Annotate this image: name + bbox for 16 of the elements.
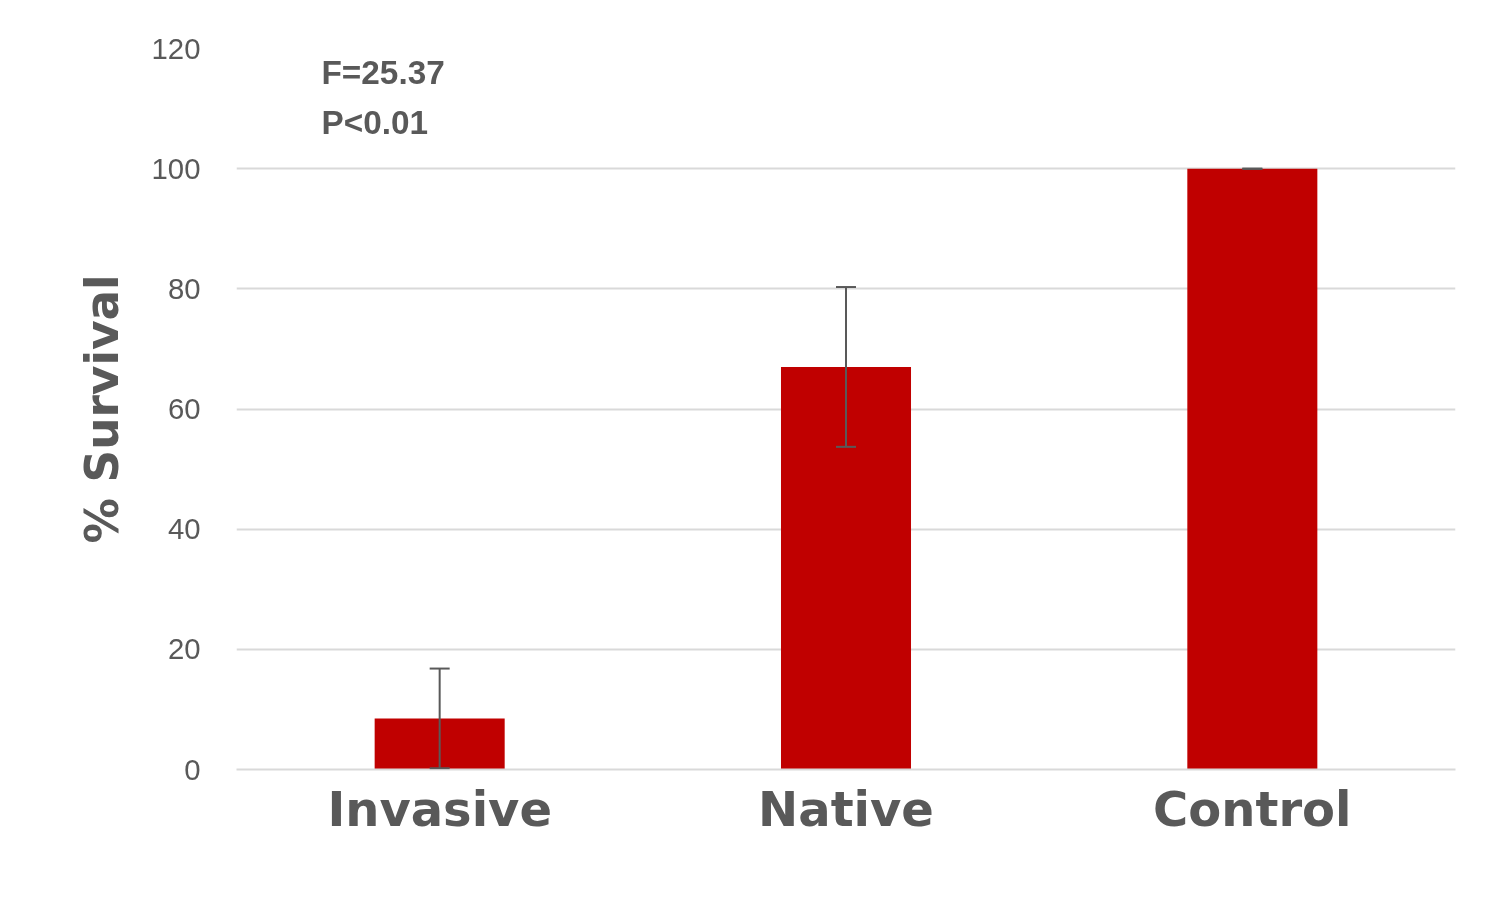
x-tick-label: Invasive: [327, 780, 552, 837]
annotation: P<0.01: [321, 104, 429, 141]
x-tick-label: Native: [758, 780, 934, 837]
y-tick-label: 60: [167, 392, 201, 425]
bar: [374, 718, 505, 770]
y-tick-label: 120: [151, 31, 201, 65]
x-tick-label: Control: [1153, 780, 1352, 837]
y-axis-title: % Survival: [75, 274, 129, 544]
y-tick-label: 80: [167, 271, 201, 305]
y-tick-label: 0: [184, 752, 201, 786]
y-tick-label: 20: [167, 632, 201, 666]
bar: [1187, 168, 1318, 770]
annotation: F=25.37: [321, 54, 445, 91]
y-tick-label: 100: [151, 151, 201, 185]
bar: [780, 366, 912, 770]
y-tick-label: 40: [167, 512, 201, 546]
